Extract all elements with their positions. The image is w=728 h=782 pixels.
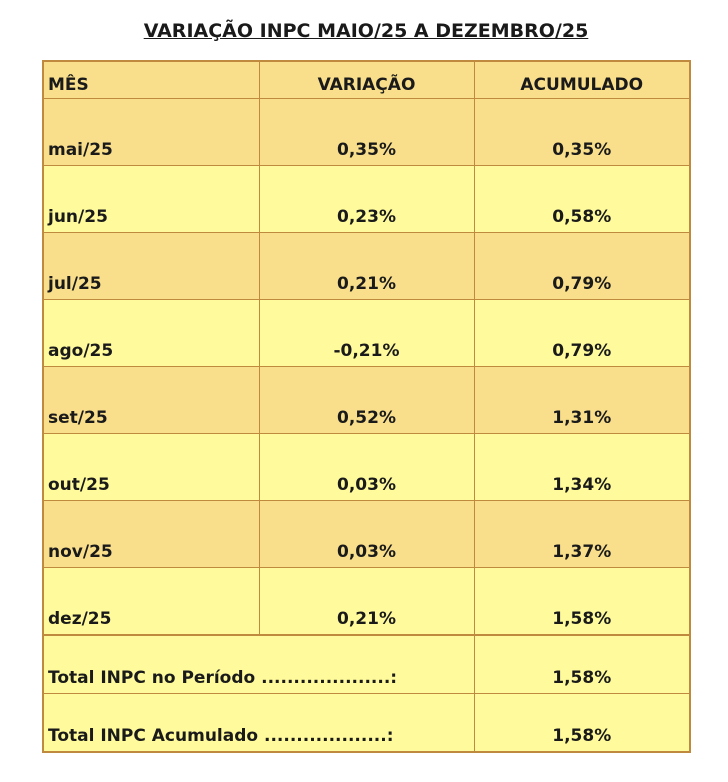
- table-row: mai/25 0,35% 0,35%: [42, 98, 691, 166]
- table-row: out/25 0,03% 1,34%: [42, 433, 691, 501]
- cell-acumulado: 0,35%: [473, 98, 691, 166]
- cell-variacao: 0,21%: [258, 567, 475, 636]
- cell-acumulado: 1,37%: [473, 500, 691, 568]
- total-acumulado-label: Total INPC Acumulado ...................…: [42, 693, 475, 753]
- header-variacao: VARIAÇÃO: [258, 60, 475, 99]
- table-row: ago/25 -0,21% 0,79%: [42, 299, 691, 367]
- table-row: set/25 0,52% 1,31%: [42, 366, 691, 434]
- total-periodo-label: Total INPC no Período ..................…: [42, 634, 475, 694]
- cell-mes: out/25: [42, 433, 260, 501]
- cell-variacao: 0,23%: [258, 165, 475, 233]
- cell-variacao: 0,03%: [258, 500, 475, 568]
- table-header-row: MÊS VARIAÇÃO ACUMULADO: [42, 60, 691, 99]
- table-row: nov/25 0,03% 1,37%: [42, 500, 691, 568]
- cell-acumulado: 1,34%: [473, 433, 691, 501]
- table-row: jun/25 0,23% 0,58%: [42, 165, 691, 233]
- total-periodo-row: Total INPC no Período ..................…: [42, 634, 691, 694]
- cell-mes: jul/25: [42, 232, 260, 300]
- cell-variacao: 0,52%: [258, 366, 475, 434]
- cell-variacao: 0,35%: [258, 98, 475, 166]
- cell-variacao: -0,21%: [258, 299, 475, 367]
- cell-mes: mai/25: [42, 98, 260, 166]
- table-row: jul/25 0,21% 0,79%: [42, 232, 691, 300]
- header-acumulado: ACUMULADO: [473, 60, 691, 99]
- cell-mes: dez/25: [42, 567, 260, 636]
- cell-mes: jun/25: [42, 165, 260, 233]
- cell-acumulado: 1,31%: [473, 366, 691, 434]
- page-title: VARIAÇÃO INPC MAIO/25 A DEZEMBRO/25: [143, 20, 589, 42]
- header-mes: MÊS: [42, 60, 260, 99]
- table-row: dez/25 0,21% 1,58%: [42, 567, 691, 636]
- cell-mes: set/25: [42, 366, 260, 434]
- total-periodo-value: 1,58%: [473, 634, 691, 694]
- cell-acumulado: 0,58%: [473, 165, 691, 233]
- cell-variacao: 0,21%: [258, 232, 475, 300]
- cell-mes: ago/25: [42, 299, 260, 367]
- cell-acumulado: 1,58%: [473, 567, 691, 636]
- total-acumulado-row: Total INPC Acumulado ...................…: [42, 693, 691, 753]
- cell-variacao: 0,03%: [258, 433, 475, 501]
- total-acumulado-value: 1,58%: [473, 693, 691, 753]
- cell-acumulado: 0,79%: [473, 299, 691, 367]
- cell-acumulado: 0,79%: [473, 232, 691, 300]
- cell-mes: nov/25: [42, 500, 260, 568]
- inpc-table: MÊS VARIAÇÃO ACUMULADO mai/25 0,35% 0,35…: [42, 60, 691, 753]
